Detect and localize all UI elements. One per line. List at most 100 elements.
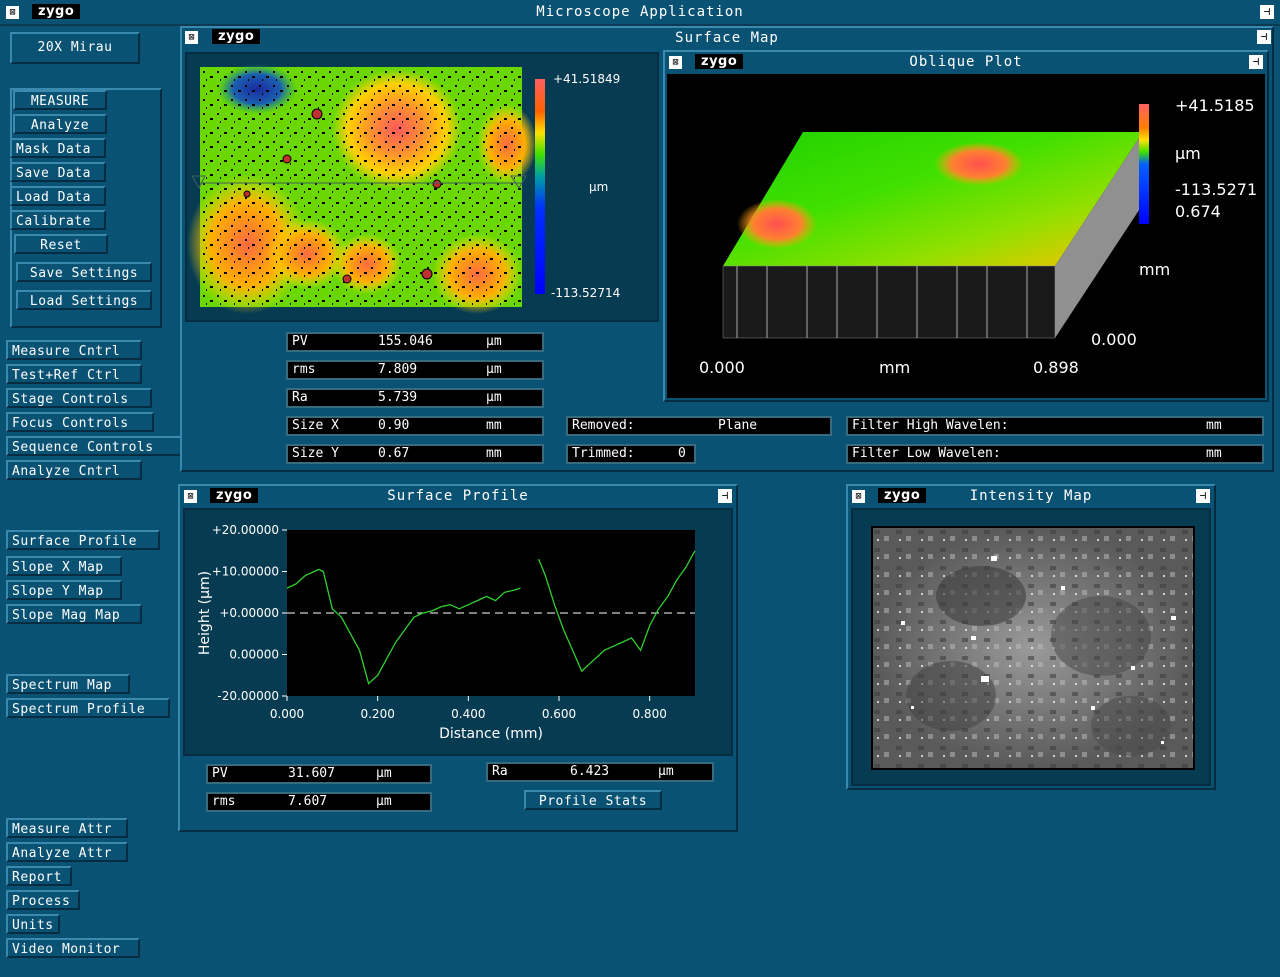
stat-value: 0.67 — [378, 446, 410, 461]
sidebar-button-analyze[interactable]: Analyze — [13, 114, 107, 134]
sidebar-button-analyze-attr[interactable]: Analyze Attr — [6, 842, 128, 862]
surface-profile-chart[interactable]: +20.00000 +10.00000 +0.00000 0.00000 -20.000… — [185, 510, 731, 754]
filter-low-unit: mm — [1206, 446, 1222, 461]
stat-label: Size X — [292, 418, 339, 433]
sidebar-button-units[interactable]: Units — [6, 914, 60, 934]
sidebar-button-load-settings[interactable]: Load Settings — [16, 290, 152, 310]
sidebar-button-focus-controls[interactable]: Focus Controls — [6, 412, 154, 432]
sidebar-button-stage-controls[interactable]: Stage Controls — [6, 388, 152, 408]
sidebar-button-save-data[interactable]: Save Data — [10, 162, 106, 182]
stat-label: PV — [292, 334, 308, 349]
stat-value: 31.607 — [288, 766, 335, 781]
sidebar-button-slope-y-map[interactable]: Slope Y Map — [6, 580, 122, 600]
sidebar-button-reset[interactable]: Reset — [14, 234, 108, 254]
sidebar-button-surface-profile[interactable]: Surface Profile — [6, 530, 160, 550]
pin-icon[interactable]: ⊣ — [1260, 5, 1274, 19]
surface-map-pin-icon[interactable]: ⊣ — [1257, 30, 1271, 44]
oblique-x-max: 0.898 — [1033, 358, 1079, 377]
surface-map-close-icon[interactable]: ⊠ — [185, 31, 198, 44]
stat-value: 7.607 — [288, 794, 328, 809]
surface-map-scale-min: -113.52714 — [551, 286, 621, 300]
zygo-logo: zygo — [695, 54, 744, 69]
filter-high-unit: mm — [1206, 418, 1222, 433]
filter-low-field: Filter Low Wavelen: mm — [846, 444, 1264, 464]
sidebar-button-video-monitor[interactable]: Video Monitor — [6, 938, 140, 958]
stat-label: Ra — [292, 390, 308, 405]
surface-stat-size-x: Size X 0.90 mm — [286, 416, 544, 436]
sidebar-button-measure-attr[interactable]: Measure Attr — [6, 818, 128, 838]
intensity-map-image[interactable] — [871, 526, 1195, 770]
sidebar-button-report[interactable]: Report — [6, 866, 72, 886]
main-button-group — [10, 88, 162, 328]
stat-label: Size Y — [292, 446, 339, 461]
surface-map-image[interactable] — [187, 54, 657, 320]
surface-stat-pv: PV 155.046 µm — [286, 332, 544, 352]
surface-map-scale-unit: µm — [589, 180, 609, 194]
surface-profile-close-icon[interactable]: ⊠ — [184, 490, 197, 503]
surface-profile-pin-icon[interactable]: ⊣ — [718, 489, 732, 503]
profile-ra-field: Ra 6.423 µm — [486, 762, 714, 782]
window-close-icon[interactable]: ⊠ — [6, 6, 19, 19]
oblique-plot-view[interactable]: +41.5185 µm -113.5271 0.674 mm 0.000 0.0… — [667, 74, 1265, 398]
stat-value: 5.739 — [378, 390, 418, 405]
sidebar-button-measure-cntrl[interactable]: Measure Cntrl — [6, 340, 142, 360]
removed-label: Removed: — [572, 418, 635, 433]
stat-label: PV — [212, 766, 228, 781]
sidebar-button-process[interactable]: Process — [6, 890, 80, 910]
oblique-plot-title: Oblique Plot — [909, 54, 1023, 70]
sidebar-button-sequence-controls[interactable]: Sequence Controls — [6, 436, 182, 456]
profile-series-line — [537, 550, 696, 673]
intensity-map-close-icon[interactable]: ⊠ — [852, 490, 865, 503]
sidebar-button-mask-data[interactable]: Mask Data — [10, 138, 106, 158]
x-tick-label: 0.600 — [542, 707, 576, 721]
profile-series-line — [286, 568, 521, 685]
x-tick-label: 0.200 — [360, 707, 394, 721]
surface-map-scale-max: +41.51849 — [553, 72, 621, 86]
stat-value: 155.046 — [378, 334, 433, 349]
oblique-surface-graphic — [722, 104, 1149, 339]
oblique-plot-pin-icon[interactable]: ⊣ — [1249, 55, 1263, 69]
intensity-map-pin-icon[interactable]: ⊣ — [1196, 489, 1210, 503]
sidebar-button-slope-x-map[interactable]: Slope X Map — [6, 556, 122, 576]
oblique-scale-unit: µm — [1175, 144, 1201, 163]
title-bar: ⊠ zygo Microscope Application ⊣ — [0, 0, 1280, 26]
profile-ra-label: Ra — [492, 764, 508, 779]
sidebar-button-spectrum-profile[interactable]: Spectrum Profile — [6, 698, 170, 718]
surface-profile-title: Surface Profile — [387, 488, 529, 504]
stat-value: 0.90 — [378, 418, 410, 433]
profile-stats-button[interactable]: Profile Stats — [524, 790, 662, 810]
profile-stat-pv: PV 31.607 µm — [206, 764, 432, 784]
window-title: Microscope Application — [536, 4, 744, 20]
sidebar-button-spectrum-map[interactable]: Spectrum Map — [6, 674, 130, 694]
oblique-x-unit: mm — [879, 358, 911, 377]
y-tick-label: -20.00000 — [217, 689, 279, 703]
x-axis-label: Distance (mm) — [439, 726, 543, 742]
x-tick-label: 0.800 — [632, 707, 666, 721]
filter-high-label: Filter High Wavelen: — [852, 418, 1009, 433]
oblique-y-unit: mm — [1139, 260, 1171, 279]
profile-ra-value: 6.423 — [570, 764, 610, 779]
stat-unit: µm — [486, 362, 502, 377]
oblique-plot-close-icon[interactable]: ⊠ — [669, 56, 682, 69]
sidebar-button-analyze-cntrl[interactable]: Analyze Cntrl — [6, 460, 142, 480]
zygo-logo: zygo — [32, 4, 81, 19]
oblique-scale-min: -113.5271 — [1175, 180, 1258, 199]
zygo-logo: zygo — [878, 488, 927, 503]
stat-unit: µm — [376, 794, 392, 809]
sidebar-button-test-ref-ctrl[interactable]: Test+Ref Ctrl — [6, 364, 142, 384]
stat-unit: µm — [486, 390, 502, 405]
oblique-y-min: 0.000 — [1091, 330, 1137, 349]
sidebar-button-measure[interactable]: MEASURE — [13, 90, 107, 110]
surface-map-title: Surface Map — [675, 30, 779, 46]
surface-map-view: +41.51849 µm -113.52714 — [185, 52, 659, 322]
x-tick-label: 0.400 — [451, 707, 485, 721]
sidebar-button-slope-mag-map[interactable]: Slope Mag Map — [6, 604, 142, 624]
stat-label: rms — [212, 794, 236, 809]
stat-unit: mm — [486, 418, 502, 433]
objective-button[interactable]: 20X Mirau — [10, 32, 140, 64]
sidebar-button-calibrate[interactable]: Calibrate — [10, 210, 106, 230]
oblique-x-min: 0.000 — [699, 358, 745, 377]
sidebar-button-save-settings[interactable]: Save Settings — [16, 262, 152, 282]
sidebar-button-load-data[interactable]: Load Data — [10, 186, 106, 206]
zygo-logo: zygo — [210, 488, 259, 503]
